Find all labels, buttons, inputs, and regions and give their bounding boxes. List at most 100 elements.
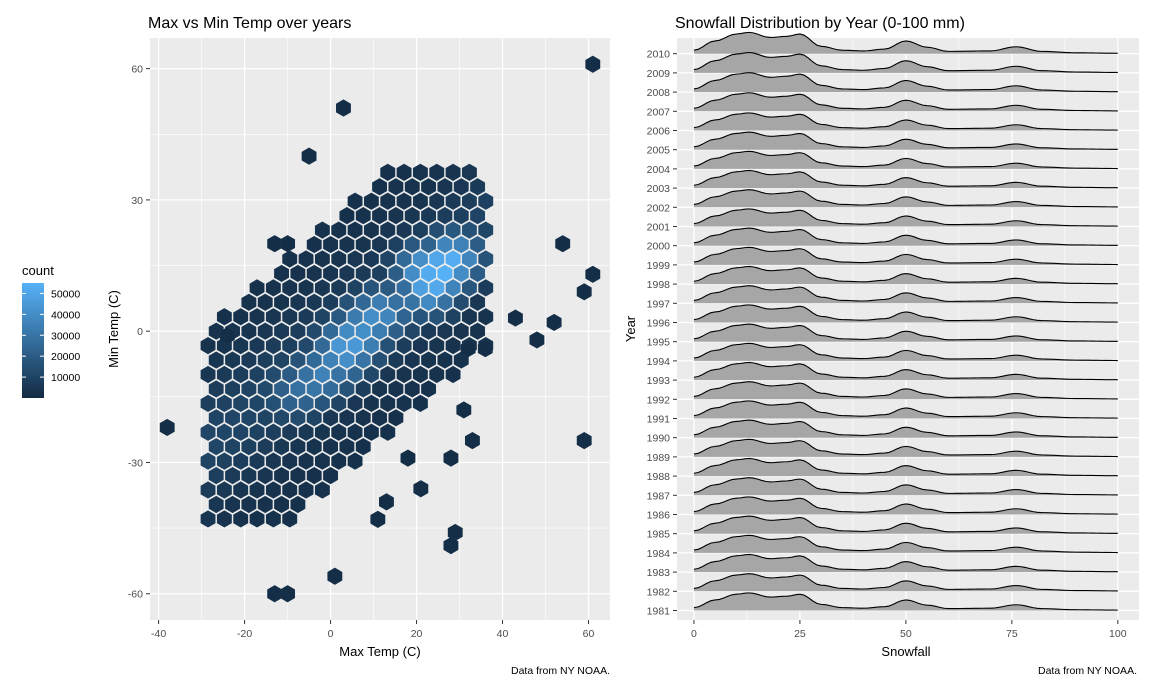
y-tick-label: 2002: [647, 202, 671, 214]
hex-cells: [159, 55, 601, 603]
hex-cell: [380, 336, 396, 355]
ridge-line: [693, 304, 1118, 323]
ridge-line: [693, 496, 1118, 515]
hex-cell: [453, 264, 469, 283]
hex-cell: [314, 336, 331, 355]
hex-cell: [224, 437, 241, 456]
hex-cell: [453, 322, 469, 341]
hex-cell: [388, 408, 404, 427]
hex-cell: [363, 365, 380, 384]
ridge-fill: [693, 535, 1118, 553]
hex-cell: [208, 322, 224, 341]
right-x-ticks: 0 25 50 75 100: [691, 620, 1127, 640]
hex-cell: [331, 394, 347, 413]
hex-cell: [314, 481, 331, 499]
hex-cell: [298, 452, 314, 470]
hex-cell: [371, 206, 388, 225]
hex-cell: [241, 351, 257, 369]
ridge-fill: [693, 132, 1118, 150]
hex-cell: [322, 466, 339, 485]
hex-cell-outlier: [576, 431, 592, 450]
ridge-fill: [693, 304, 1118, 323]
hex-cell: [208, 466, 224, 485]
hex-cell: [380, 394, 396, 413]
left-y-ticks: -60 -30 0 30 60: [128, 64, 150, 601]
hex-cell: [331, 250, 347, 268]
hex-cell: [282, 394, 298, 413]
hex-cell: [404, 177, 420, 196]
hex-cell: [363, 307, 380, 326]
hex-cell: [339, 322, 355, 341]
hex-cell: [216, 423, 233, 442]
hex-cell: [437, 206, 453, 225]
hex-cell: [208, 495, 224, 514]
hex-cell: [314, 365, 331, 384]
ridge-fill: [693, 112, 1118, 131]
hex-cell: [371, 235, 388, 254]
hex-cell: [371, 177, 388, 196]
ridge-line: [693, 112, 1118, 131]
hex-cell: [314, 452, 331, 470]
hex-cell: [461, 250, 478, 268]
hex-cell: [241, 495, 257, 514]
hex-cell: [461, 192, 478, 211]
hex-cell-outlier: [219, 326, 236, 345]
ridges: [693, 31, 1118, 611]
hex-cell: [478, 279, 494, 297]
hex-cell: [241, 380, 257, 398]
legend-tick-label: 10000: [51, 372, 80, 384]
right-x-axis-label: Snowfall: [881, 644, 930, 659]
hex-cell: [478, 221, 494, 239]
hex-cell: [224, 466, 241, 485]
legend-ticks: 10000 20000 30000 40000 50000: [22, 288, 80, 384]
hex-cell: [322, 264, 339, 283]
hex-cell: [290, 322, 306, 341]
hex-cell: [412, 365, 429, 384]
hex-cell: [396, 192, 412, 211]
hex-cell: [469, 264, 486, 283]
hex-cell: [478, 307, 494, 326]
hex-cell: [339, 293, 355, 312]
x-tick-label: 75: [1006, 628, 1018, 640]
hex-cell: [290, 437, 306, 456]
hex-cell: [347, 250, 363, 268]
hex-cell: [453, 293, 469, 312]
hex-cell: [322, 235, 339, 254]
hex-cell: [249, 510, 265, 528]
ridge-fill: [693, 324, 1118, 342]
hex-cell: [380, 307, 396, 326]
hex-cell: [388, 380, 404, 398]
y-tick-label: -30: [128, 457, 143, 469]
y-tick-label: 2010: [647, 49, 671, 61]
hex-cell-outlier: [460, 339, 476, 358]
hex-cell: [363, 192, 380, 211]
hex-cell: [380, 250, 396, 268]
ridge-fill: [693, 208, 1118, 227]
hex-cell: [339, 264, 355, 283]
hex-cell: [216, 510, 233, 528]
hex-cell: [437, 293, 453, 312]
hex-cell: [314, 250, 331, 268]
hex-cell: [331, 452, 347, 470]
hex-cell: [429, 279, 445, 297]
ridge-fill: [693, 343, 1118, 361]
hex-cell: [445, 279, 461, 297]
hex-cell: [257, 408, 273, 427]
hex-cell: [396, 336, 412, 355]
hex-cell: [290, 466, 306, 485]
hex-cell: [265, 481, 282, 499]
ridge-fill: [693, 170, 1118, 189]
x-tick-label: -20: [237, 628, 252, 640]
hex-cell: [388, 177, 404, 196]
hex-cell: [200, 365, 216, 384]
hex-cell: [396, 221, 412, 239]
hex-cell: [208, 380, 224, 398]
hex-cell-outlier: [585, 265, 601, 284]
y-tick-label: 1987: [647, 490, 671, 502]
ridge-fill: [693, 266, 1118, 285]
y-tick-label: 1992: [647, 394, 671, 406]
hex-cell: [339, 206, 355, 225]
hex-cell: [241, 408, 257, 427]
y-tick-label: 1995: [647, 337, 671, 349]
